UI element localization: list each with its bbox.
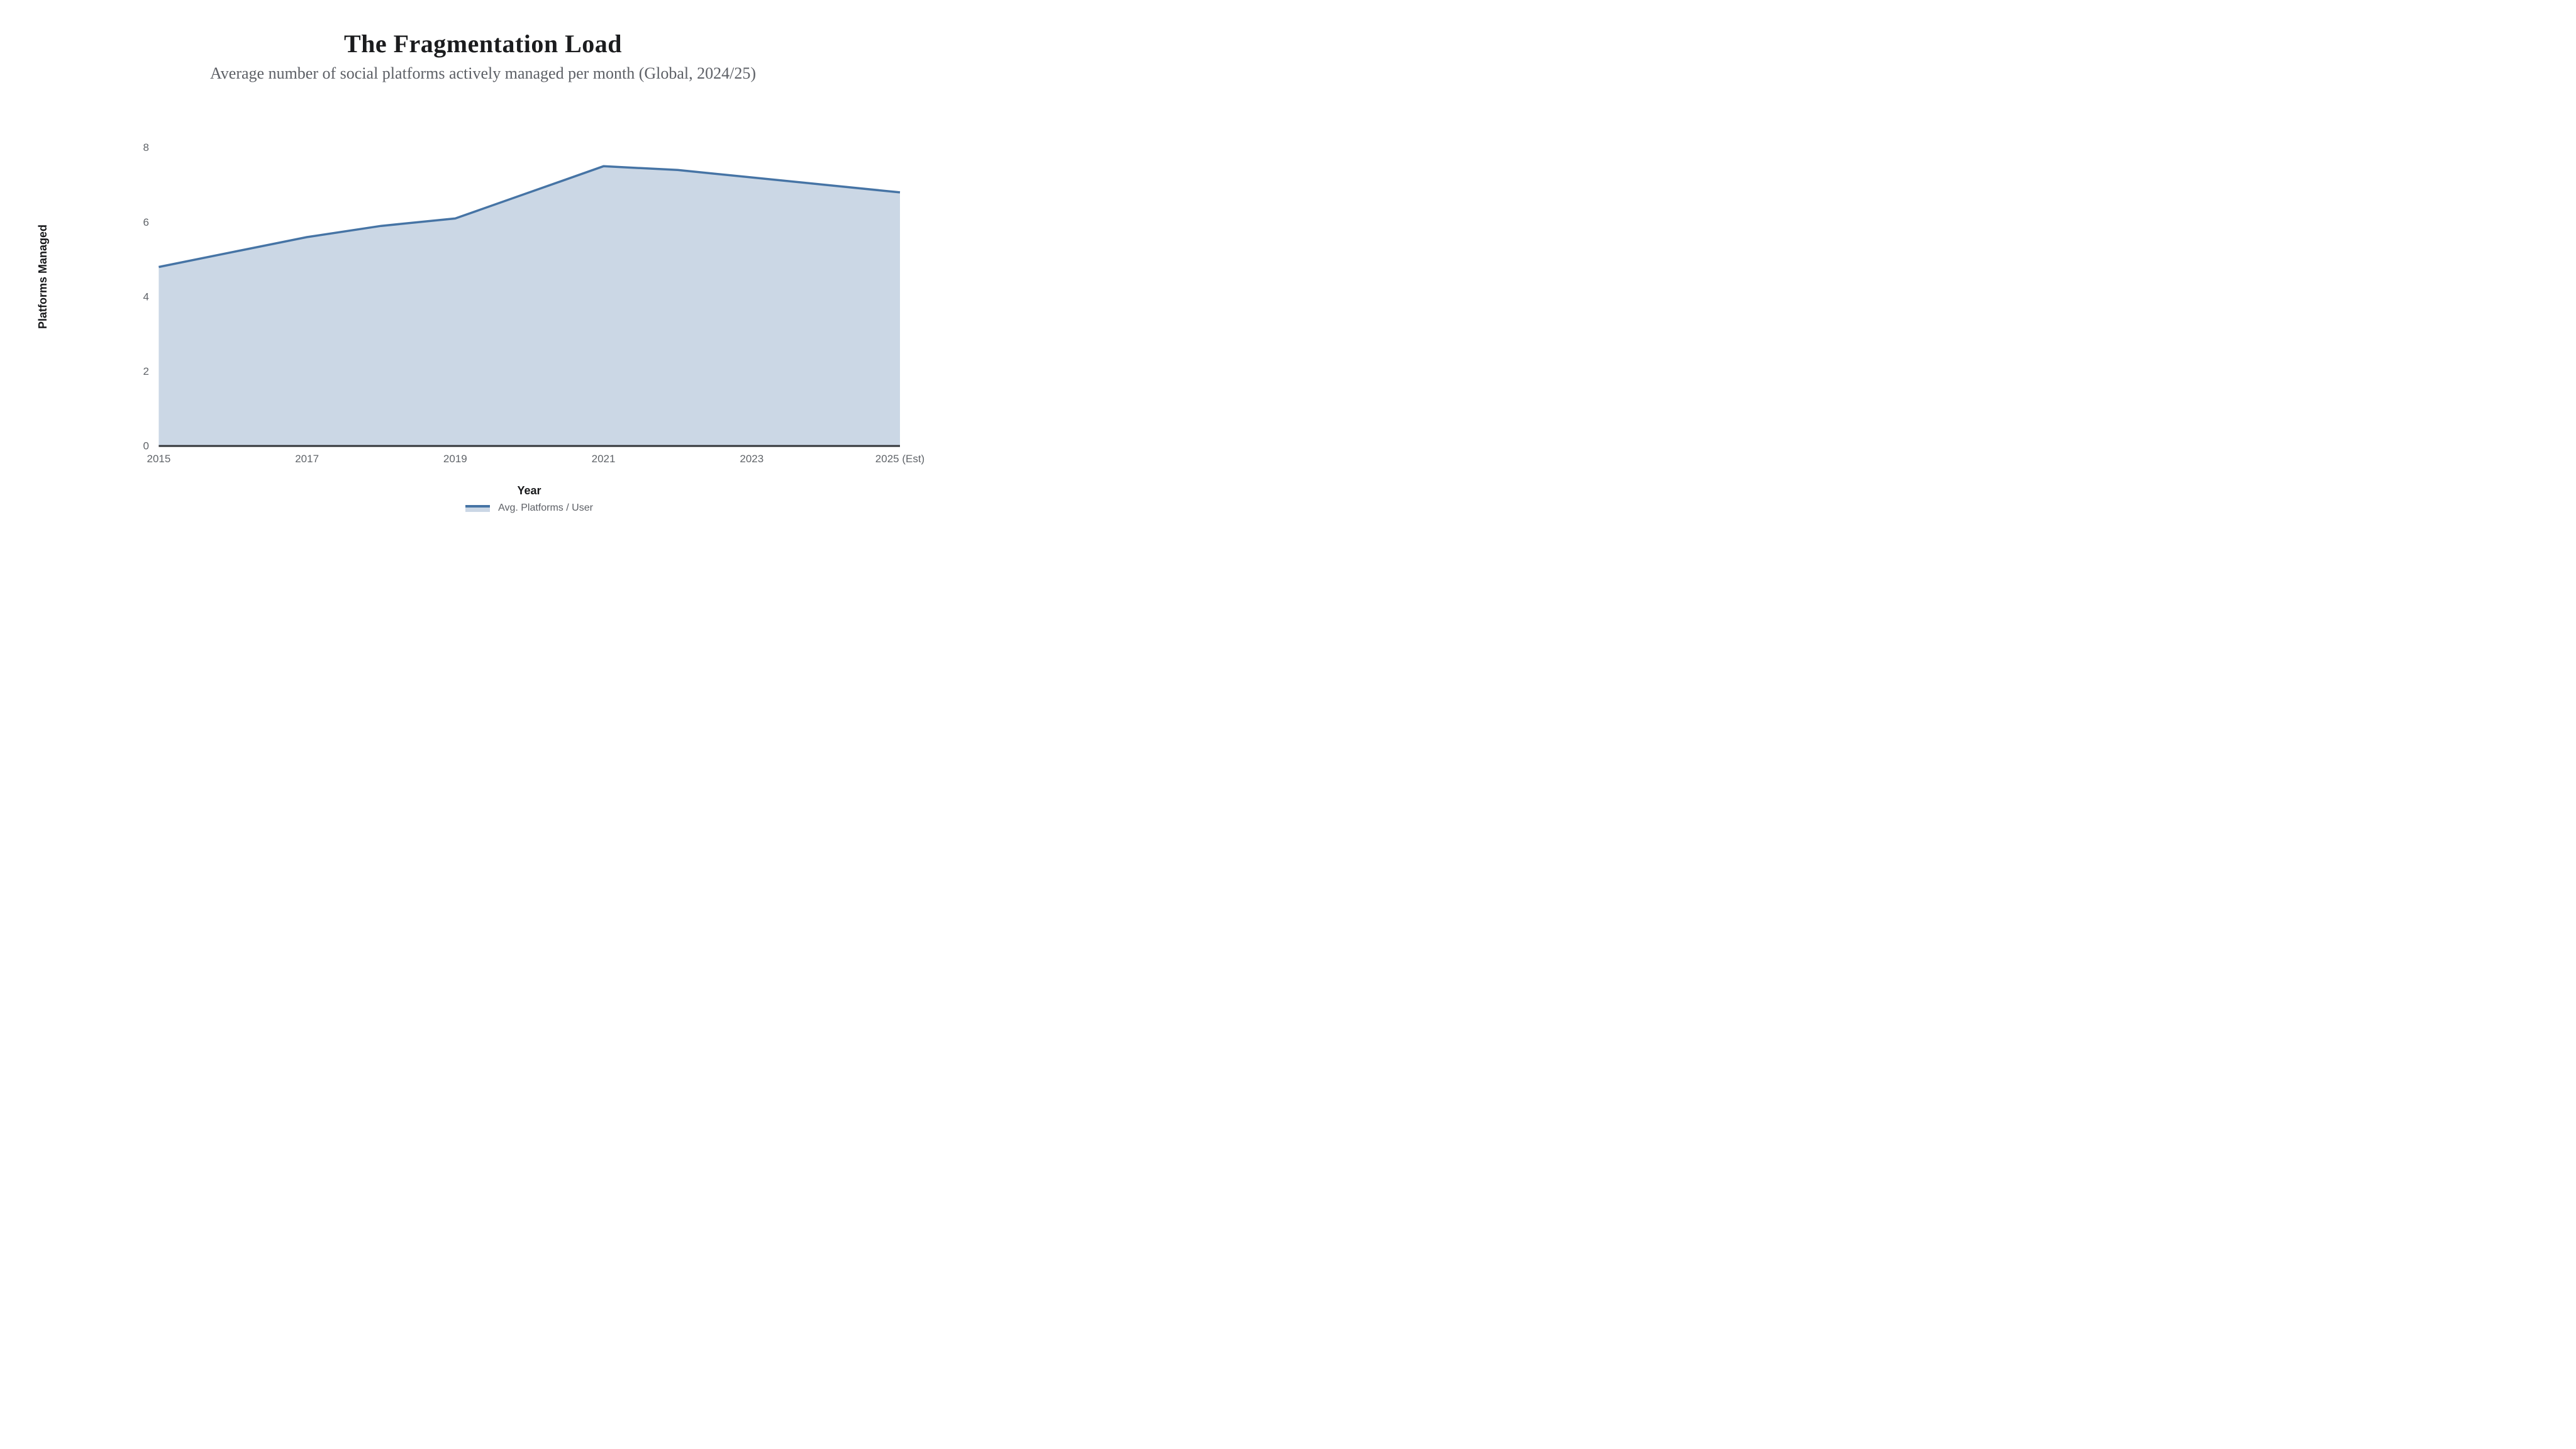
y-tick-label: 4: [143, 291, 149, 303]
y-tick-label: 6: [143, 216, 149, 228]
x-tick-label: 2021: [592, 453, 616, 465]
legend-area-swatch-icon: [465, 504, 491, 512]
x-tick-label: 2015: [147, 453, 170, 465]
chart-subtitle: Average number of social platforms activ…: [209, 64, 757, 82]
y-tick-label: 2: [143, 365, 149, 377]
y-tick-label: 0: [143, 440, 149, 452]
legend: Avg. Platforms / User: [158, 503, 900, 513]
area-chart-plot: 0 2 4 6 8 2015 2017 2019 2021 2023 2025 (Est): [143, 142, 925, 465]
x-tick-label: 2025 (Est): [875, 453, 924, 465]
x-tick-label: 2017: [295, 453, 319, 465]
legend-label: Avg. Platforms / User: [498, 502, 593, 513]
legend-swatch-fill: [465, 507, 491, 512]
x-axis-title: Year: [517, 484, 541, 497]
area-fill: [158, 166, 900, 447]
x-tick-label: 2019: [443, 453, 467, 465]
chart-figure: The Fragmentation Load Average number of…: [0, 0, 966, 543]
y-tick-label: 8: [143, 142, 149, 153]
area-line: [158, 165, 901, 269]
x-tick-label: 2023: [740, 453, 763, 465]
legend-swatch-line: [465, 504, 491, 508]
chart-title: The Fragmentation Load: [343, 30, 623, 58]
